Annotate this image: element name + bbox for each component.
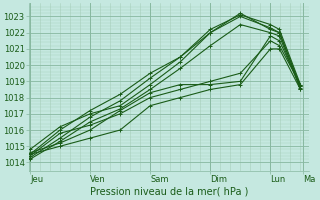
X-axis label: Pression niveau de la mer( hPa ): Pression niveau de la mer( hPa ) bbox=[90, 187, 248, 197]
